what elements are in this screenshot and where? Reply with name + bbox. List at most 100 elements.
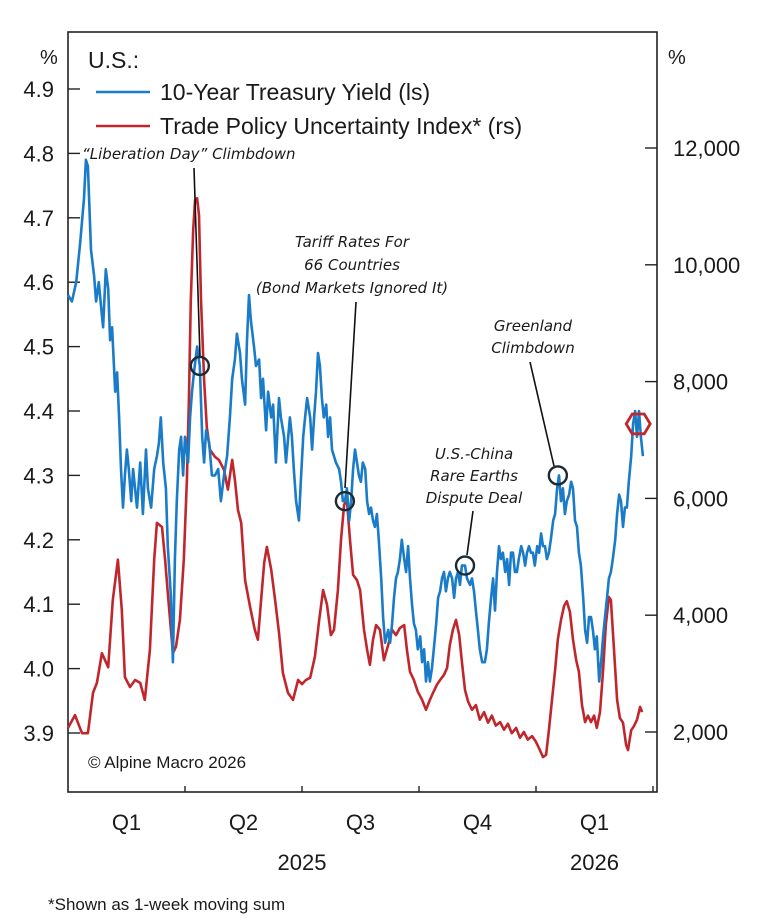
trade-policy-uncertainty-point: [439, 679, 441, 681]
trade-policy-uncertainty-point: [139, 682, 141, 684]
trade-policy-uncertainty-point: [263, 562, 265, 564]
trade-policy-uncertainty-point: [563, 605, 565, 607]
year-label: 2025: [278, 850, 327, 875]
treasury-yield-point: [494, 610, 496, 612]
trade-policy-uncertainty-point: [605, 624, 607, 626]
right-axis-tick-label: 10,000: [673, 253, 740, 278]
trade-policy-uncertainty-point: [318, 619, 320, 621]
treasury-yield-point: [484, 661, 486, 663]
treasury-yield-point: [604, 616, 606, 618]
treasury-yield-point: [582, 597, 584, 599]
treasury-yield-point: [124, 475, 126, 477]
treasury-yield-point: [145, 449, 147, 451]
treasury-yield-point: [165, 487, 167, 489]
treasury-yield-point: [364, 468, 366, 470]
treasury-yield-point: [510, 552, 512, 554]
series-line-10y-treasury-yield: [66, 158, 645, 683]
treasury-yield-point: [241, 378, 243, 380]
trade-policy-uncertainty-point: [548, 729, 550, 731]
treasury-yield-point: [234, 359, 236, 361]
treasury-yield-point: [560, 500, 562, 502]
trade-policy-uncertainty-point: [627, 749, 629, 751]
right-axis: 2,000 4,000 6,000 8,000 10,000 12,000: [645, 136, 740, 745]
treasury-yield-point: [120, 468, 122, 470]
x-tick-label: Q4: [463, 810, 492, 835]
trade-policy-uncertainty-point: [483, 711, 485, 713]
left-axis-tick-label: 4.4: [23, 399, 54, 424]
treasury-yield-point: [205, 430, 207, 432]
treasury-yield-point: [244, 404, 246, 406]
treasury-yield-point: [67, 294, 69, 296]
trade-policy-uncertainty-point: [458, 634, 460, 636]
treasury-yield-point: [502, 552, 504, 554]
trade-policy-uncertainty-point: [372, 639, 374, 641]
treasury-yield-point: [435, 623, 437, 625]
treasury-yield-point: [150, 507, 152, 509]
annotation-text: (Bond Markets Ignored It): [256, 279, 448, 297]
right-axis-tick-label: 6,000: [673, 486, 728, 511]
treasury-yield-point: [554, 513, 556, 515]
trade-policy-uncertainty-point: [429, 699, 431, 701]
treasury-yield-point: [362, 462, 364, 464]
treasury-yield-point: [486, 648, 488, 650]
trade-policy-uncertainty-point: [314, 656, 316, 658]
treasury-yield-point: [512, 552, 514, 554]
trade-policy-uncertainty-point: [446, 667, 448, 669]
treasury-yield-point: [532, 552, 534, 554]
trade-policy-uncertainty-point: [74, 714, 76, 716]
treasury-yield-point: [564, 513, 566, 515]
trade-policy-uncertainty-point: [633, 725, 635, 727]
treasury-yield-point: [153, 468, 155, 470]
treasury-yield-point: [548, 552, 550, 554]
trade-policy-uncertainty-point: [499, 721, 501, 723]
treasury-yield-point: [158, 442, 160, 444]
treasury-yield-point: [201, 436, 203, 438]
trade-policy-uncertainty-point: [602, 669, 604, 671]
trade-policy-uncertainty-point: [179, 619, 181, 621]
treasury-yield-point: [223, 475, 225, 477]
treasury-yield-point: [473, 591, 475, 593]
treasury-yield-point: [116, 372, 118, 374]
trade-policy-uncertainty-point: [134, 679, 136, 681]
treasury-yield-point: [182, 475, 184, 477]
treasury-yield-point: [203, 462, 205, 464]
trade-policy-uncertainty-point: [383, 659, 385, 661]
treasury-yield-point: [139, 462, 141, 464]
treasury-yield-point: [612, 558, 614, 560]
left-axis: 3.9 4.0 4.1 4.2 4.3 4.4 4.5 4.6 4.7 4.8 4.9: [23, 77, 80, 746]
treasury-yield-point: [75, 281, 77, 283]
annotation-text: Climbdown: [491, 339, 574, 357]
trade-policy-uncertainty-point: [309, 677, 311, 679]
treasury-yield-point: [317, 352, 319, 354]
treasury-yield-point: [354, 449, 356, 451]
trade-policy-uncertainty-point: [305, 679, 307, 681]
treasury-yield-point: [162, 462, 164, 464]
treasury-yield-point: [300, 481, 302, 483]
treasury-yield-point: [114, 391, 116, 393]
trade-policy-uncertainty-point: [425, 709, 427, 711]
trade-policy-uncertainty-point: [337, 589, 339, 591]
treasury-yield-point: [191, 391, 193, 393]
treasury-yield-point: [500, 558, 502, 560]
treasury-yield-point: [455, 578, 457, 580]
trade-policy-uncertainty-point: [455, 619, 457, 621]
legend-label-trade-policy-uncertainty: Trade Policy Uncertainty Index* (rs): [160, 113, 522, 139]
treasury-yield-point: [189, 417, 191, 419]
trade-policy-uncertainty-point: [467, 701, 469, 703]
treasury-yield-point: [267, 391, 269, 393]
trade-policy-uncertainty-point: [421, 699, 423, 701]
trade-policy-uncertainty-point: [175, 646, 177, 648]
treasury-yield-point: [608, 578, 610, 580]
treasury-yield-point: [83, 198, 85, 200]
left-axis-tick-label: 4.0: [23, 657, 54, 682]
treasury-yield-point: [248, 294, 250, 296]
treasury-yield-point: [93, 275, 95, 277]
trade-policy-uncertainty-point: [117, 559, 119, 561]
left-axis-tick-label: 4.2: [23, 528, 54, 553]
trade-policy-uncertainty-point: [172, 652, 174, 654]
treasury-yield-point: [542, 545, 544, 547]
treasury-yield-point: [634, 410, 636, 412]
plot-frame: [67, 31, 658, 793]
treasury-yield-point: [285, 462, 287, 464]
